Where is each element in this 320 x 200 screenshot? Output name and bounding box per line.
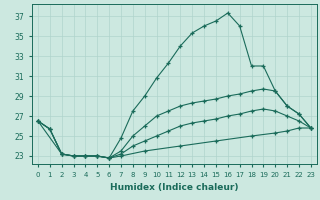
- X-axis label: Humidex (Indice chaleur): Humidex (Indice chaleur): [110, 183, 239, 192]
